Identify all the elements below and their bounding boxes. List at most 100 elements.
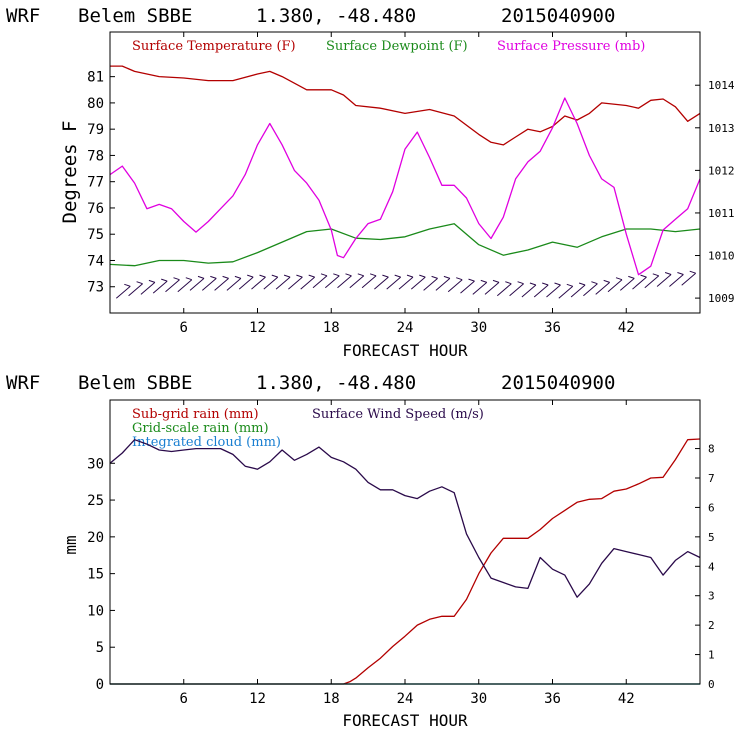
series-line-subgrid-rain xyxy=(110,438,701,685)
panel2-title-init: 2015040900 xyxy=(501,372,615,394)
wind-barb xyxy=(177,277,193,293)
x-tick-label: 12 xyxy=(249,691,266,707)
wind-barb xyxy=(423,275,438,291)
panel2-legend: Sub-grid rain (mm)Grid-scale rain (mm)In… xyxy=(132,407,484,450)
wind-barb xyxy=(435,275,451,291)
panel1-title-station: Belem SBBE xyxy=(78,5,192,27)
x-tick-label: 36 xyxy=(544,320,561,336)
x-tick-label: 36 xyxy=(544,691,561,707)
panel2-xlabel: FORECAST HOUR xyxy=(342,711,468,730)
wind-barb xyxy=(386,274,402,290)
y-left-tick-label: 77 xyxy=(87,175,104,191)
x-tick-label: 6 xyxy=(180,320,188,336)
legend-subgrid-rain: Sub-grid rain (mm) xyxy=(132,407,259,422)
panel1-axes: 6 12 18 24 30 36 42 73 74 75 76 77 78 79 80 81 1009 1010 1… xyxy=(87,32,735,336)
panel2-title-coords: 1.380, -48.480 xyxy=(256,372,416,394)
wind-barb xyxy=(361,273,377,289)
wind-barb xyxy=(337,273,352,289)
x-tick-label: 30 xyxy=(470,691,487,707)
wind-barb xyxy=(509,281,524,297)
wind-barb xyxy=(607,277,623,293)
y-left-tick-label: 10 xyxy=(87,603,104,619)
panel1-xlabel: FORECAST HOUR xyxy=(342,341,468,360)
wind-barb xyxy=(214,275,229,291)
panel1-title-model: WRF xyxy=(6,5,40,27)
legend-wind: Surface Wind Speed (m/s) xyxy=(312,407,484,422)
wind-barb xyxy=(201,275,217,291)
x-tick-label: 24 xyxy=(397,320,414,336)
y-right-tick-label: 2 xyxy=(708,619,715,632)
y-right-tick-label: 1 xyxy=(708,649,715,662)
wind-barb xyxy=(263,274,279,290)
wind-barb xyxy=(324,273,340,289)
wind-barb xyxy=(644,273,660,289)
y-left-tick-label: 5 xyxy=(96,640,104,656)
wind-barb xyxy=(472,279,488,295)
legend-pressure: Surface Pressure (mb) xyxy=(497,39,645,54)
wind-barb xyxy=(546,282,561,298)
y-right-tick-label: 1011 xyxy=(708,207,735,220)
y-left-tick-label: 78 xyxy=(87,148,104,164)
wind-barb xyxy=(312,273,328,289)
wind-barb xyxy=(288,274,303,290)
y-right-tick-label: 1009 xyxy=(708,292,735,305)
y-right-tick-label: 4 xyxy=(708,560,715,573)
x-tick-label: 24 xyxy=(397,691,414,707)
y-left-tick-label: 74 xyxy=(87,253,104,269)
panel2-title-station: Belem SBBE xyxy=(78,372,192,394)
y-left-tick-label: 25 xyxy=(87,493,104,509)
wind-barb xyxy=(521,282,537,298)
panel2-ylabel: mm xyxy=(61,535,80,554)
panel2-title-model: WRF xyxy=(6,372,40,394)
y-right-tick-label: 6 xyxy=(708,501,715,514)
wind-barb xyxy=(349,273,365,289)
wind-barb xyxy=(681,270,697,286)
wind-barb xyxy=(238,274,254,290)
panel1-series xyxy=(109,65,701,299)
wind-barb xyxy=(656,272,672,287)
panel1-legend: Surface Temperature (F) Surface Dewpoint … xyxy=(132,39,645,54)
wind-barb xyxy=(189,275,205,291)
wind-barb xyxy=(583,281,598,297)
y-left-tick-label: 20 xyxy=(87,530,104,546)
y-right-tick-label: 1012 xyxy=(708,164,735,177)
y-left-tick-label: 76 xyxy=(87,201,104,217)
series-line-wind xyxy=(109,439,701,598)
x-tick-label: 42 xyxy=(618,691,635,707)
wind-barb xyxy=(115,283,131,299)
panel1-title-init: 2015040900 xyxy=(501,5,615,27)
wind-barb xyxy=(632,274,647,290)
panel1-title-coords: 1.380, -48.480 xyxy=(256,5,416,27)
legend-integrated-cloud: Integrated cloud (mm) xyxy=(132,435,281,450)
series-line-dewpoint xyxy=(109,223,701,267)
wind-barb xyxy=(226,275,242,291)
wind-barb xyxy=(460,278,475,294)
wind-barb xyxy=(447,277,463,293)
y-left-tick-label: 80 xyxy=(87,96,104,112)
panel1-frame xyxy=(109,31,701,314)
y-right-tick-label: 7 xyxy=(708,472,715,485)
wind-barb xyxy=(251,274,266,290)
y-right-tick-label: 1014 xyxy=(708,79,735,92)
wind-barb xyxy=(128,281,143,297)
series-line-pressure xyxy=(109,97,701,276)
panel-temperature: WRF Belem SBBE 1.380, -48.480 2015040900… xyxy=(6,5,735,360)
y-right-tick-label: 3 xyxy=(708,590,715,603)
wind-barb xyxy=(140,279,156,295)
wind-barb xyxy=(533,282,549,298)
panel1-ylabel: Degrees F xyxy=(59,121,81,224)
wind-barb xyxy=(300,274,316,290)
y-left-tick-label: 0 xyxy=(96,677,104,693)
x-tick-label: 18 xyxy=(323,691,340,707)
wind-barb xyxy=(570,282,586,298)
y-left-tick-label: 30 xyxy=(87,456,104,472)
series-line-temperature xyxy=(110,65,701,146)
y-right-tick-label: 1013 xyxy=(708,122,735,135)
panel-rain: WRF Belem SBBE 1.380, -48.480 2015040900… xyxy=(6,372,715,730)
panel2-series xyxy=(109,438,701,685)
y-right-tick-label: 8 xyxy=(708,443,715,456)
legend-gridscale-rain: Grid-scale rain (mm) xyxy=(132,421,269,436)
x-tick-label: 30 xyxy=(470,320,487,336)
